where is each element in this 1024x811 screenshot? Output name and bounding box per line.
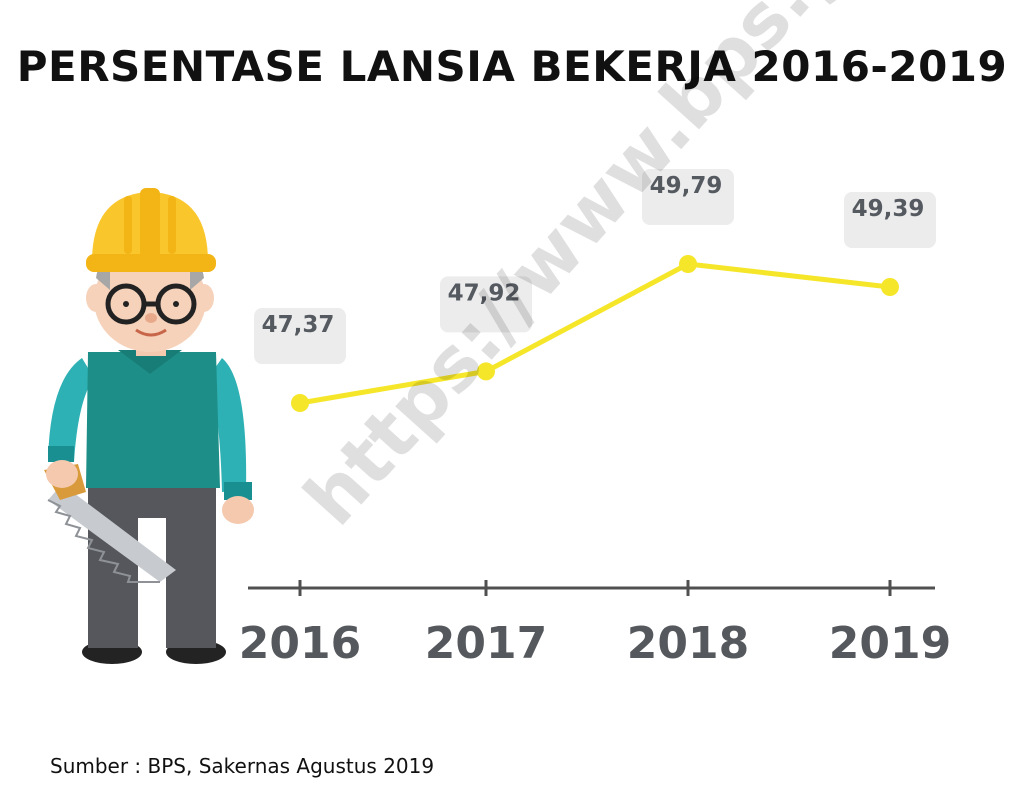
x-tick-label-2017: 2017 [425,618,547,669]
value-label-2017: 47,92 [440,276,532,333]
value-label-2019: 49,39 [844,192,936,248]
value-label-text-2019: 49,39 [852,196,925,222]
value-label-text-2016: 47,37 [262,312,335,338]
data-point-2016 [291,394,309,412]
data-point-2018 [679,255,697,273]
construction-worker-illustration [44,188,254,664]
value-label-box-2016 [254,308,346,364]
value-label-box-2017 [440,276,532,333]
value-label-text-2017: 47,92 [448,280,521,306]
x-axis: 2016 2017 2018 2019 [239,580,951,669]
data-point-2019 [881,278,899,296]
value-label-text-2018: 49,79 [650,173,723,199]
value-label-2016: 47,37 [254,308,346,364]
value-label-box-2018 [642,169,734,225]
value-label-2018: 49,79 [642,169,734,225]
data-point-2017 [477,362,495,381]
value-labels: 47,37 47,92 49,79 49,39 [254,169,936,364]
chart-title: PERSENTASE LANSIA BEKERJA 2016-2019 [16,42,1008,91]
value-label-box-2019 [844,192,936,248]
x-tick-label-2019: 2019 [829,618,951,669]
x-tick-label-2016: 2016 [239,618,361,669]
x-tick-label-2018: 2018 [627,618,749,669]
source-note: Sumber : BPS, Sakernas Agustus 2019 [50,754,435,778]
series-line [291,255,899,412]
